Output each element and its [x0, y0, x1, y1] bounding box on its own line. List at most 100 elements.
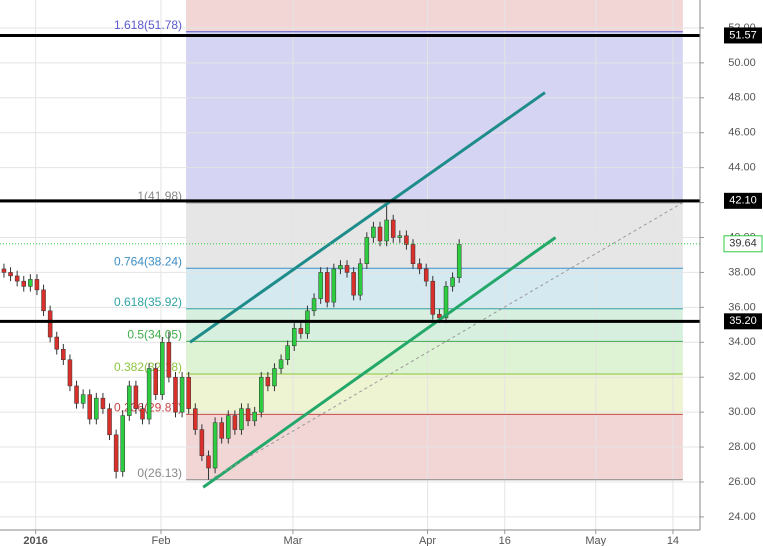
y-tick-label: 34.00: [728, 336, 756, 348]
fib-zone: [186, 341, 683, 375]
candle-body: [245, 408, 251, 422]
candle-body: [298, 328, 304, 334]
fib-label: 0.5(34.05): [127, 328, 182, 342]
candle-body: [74, 385, 79, 404]
candle-body: [34, 279, 40, 291]
candle-body: [80, 394, 86, 404]
candle-body: [166, 342, 172, 378]
y-tick-label: 30.00: [728, 406, 756, 418]
candle-body: [311, 298, 317, 312]
candle-body: [437, 314, 442, 319]
candle-body: [390, 219, 396, 238]
x-tick-label: Mar: [283, 535, 302, 546]
candle-body: [186, 376, 191, 409]
candle-body: [193, 408, 198, 430]
candle-body: [28, 279, 33, 287]
candle-body: [272, 368, 277, 387]
candle-body: [100, 397, 106, 409]
candle-body: [107, 408, 112, 436]
candle-body: [443, 286, 449, 319]
price-label: 51.57: [729, 29, 757, 41]
fib-label: 0.618(35.92): [114, 295, 182, 309]
candle-body: [285, 345, 290, 360]
y-tick-label: 24.00: [728, 511, 756, 523]
candle-body: [338, 265, 343, 270]
candle-body: [410, 244, 416, 264]
candle-body: [1, 268, 7, 273]
candle-body: [61, 349, 66, 360]
x-tick-label: May: [585, 535, 606, 546]
x-tick-label: 14: [667, 535, 679, 546]
candle-body: [417, 263, 422, 270]
x-tick-label: 2016: [23, 535, 47, 546]
y-tick-label: 26.00: [728, 476, 756, 488]
candle-body: [14, 275, 20, 282]
candle-body: [21, 280, 27, 287]
price-label: 42.10: [729, 195, 757, 207]
candle-body: [8, 272, 13, 277]
price-box: [724, 192, 762, 209]
fib-zone: [186, 31, 683, 203]
candle-body: [344, 265, 350, 273]
y-tick-label: 32.00: [728, 371, 756, 383]
candle-body: [456, 244, 462, 278]
candle-body: [153, 368, 158, 395]
candle-body: [239, 408, 244, 430]
y-tick-label: 38.00: [728, 266, 756, 278]
candle-body: [324, 272, 330, 303]
x-tick-label: Apr: [419, 535, 436, 546]
fib-zone: [186, 0, 683, 32]
fib-label: 0.382(32.18): [114, 360, 182, 374]
last-price-label: 39.64: [729, 238, 757, 250]
candle-body: [219, 422, 224, 439]
y-tick-label: 36.00: [728, 301, 756, 313]
candle-body: [133, 385, 139, 409]
y-tick-label: 46.00: [728, 127, 756, 139]
candle-body: [140, 408, 145, 420]
candle-body: [265, 376, 271, 387]
candle-body: [179, 376, 185, 413]
candle-body: [331, 268, 337, 303]
candle-body: [199, 429, 205, 457]
candle-body: [212, 422, 218, 469]
candle-body: [384, 219, 389, 242]
fib-label: 1.618(51.78): [114, 18, 182, 32]
candle-body: [252, 411, 257, 422]
candle-body: [278, 359, 284, 369]
candle-body: [87, 394, 92, 420]
candle-body: [430, 280, 436, 315]
candle-body: [41, 289, 46, 312]
candle-body: [423, 268, 429, 282]
x-tick-label: 16: [499, 535, 511, 546]
last-price-box: [723, 235, 763, 253]
candle-body: [351, 272, 356, 296]
candle-body: [371, 226, 376, 238]
trendline: [189, 91, 546, 344]
fib-label: 0.764(38.24): [114, 254, 182, 268]
candle-body: [404, 235, 409, 245]
candle-body: [206, 455, 211, 469]
candle-body: [364, 237, 370, 264]
candle-body: [292, 328, 297, 347]
fib-label: 0(26.13): [137, 466, 182, 480]
y-tick-label: 44.00: [728, 162, 756, 174]
candle-body: [160, 342, 165, 395]
candle-body: [232, 415, 238, 430]
candle-body: [127, 385, 132, 416]
fib-zone: [186, 202, 683, 269]
trendline: [202, 236, 557, 489]
price-box: [724, 27, 762, 44]
candle-body: [94, 397, 99, 420]
candle-body: [120, 415, 125, 472]
candle-body: [146, 368, 152, 420]
candle-body: [226, 415, 231, 439]
candle-body: [377, 226, 383, 242]
candle-body: [397, 235, 403, 238]
candle-body: [318, 272, 323, 299]
y-tick-label: 50.00: [728, 57, 756, 69]
y-tick-label: 48.00: [728, 92, 756, 104]
candle-body: [67, 359, 73, 387]
x-tick-label: Feb: [151, 535, 170, 546]
candle-body: [47, 310, 53, 338]
